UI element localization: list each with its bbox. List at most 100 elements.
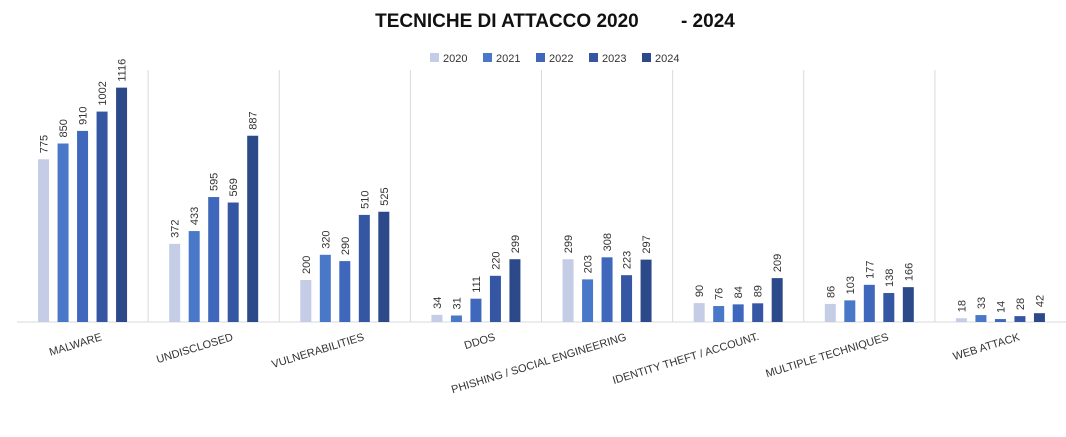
value-label: 525 — [379, 187, 391, 205]
bar — [601, 257, 613, 322]
value-label: 297 — [641, 235, 653, 253]
value-label: 910 — [78, 107, 90, 125]
value-label: 203 — [583, 255, 595, 273]
x-tick-label: VULNERABILITIES — [270, 331, 365, 371]
value-label: 850 — [58, 119, 70, 137]
value-label: 103 — [845, 276, 857, 294]
value-label: 34 — [432, 297, 444, 309]
bar — [57, 143, 69, 322]
legend-swatch — [536, 53, 545, 62]
bar — [116, 87, 128, 322]
value-label: 86 — [825, 286, 837, 298]
x-tick-label: DDOS — [463, 331, 497, 352]
legend-label: 2020 — [443, 53, 467, 65]
bar — [752, 303, 764, 322]
legend-swatch — [483, 53, 492, 62]
bar — [470, 298, 482, 322]
bar — [994, 319, 1006, 322]
bar — [955, 318, 967, 322]
legend-swatch — [430, 53, 439, 62]
value-label: 1002 — [97, 81, 109, 105]
bar — [509, 259, 521, 322]
bar — [169, 243, 181, 322]
value-label: 1116 — [117, 59, 129, 82]
value-label: 28 — [1015, 298, 1027, 310]
value-label: 177 — [864, 260, 876, 278]
bar — [378, 211, 390, 322]
bar — [208, 197, 220, 322]
value-label: 299 — [563, 235, 575, 253]
value-label: 90 — [694, 285, 706, 297]
x-tick-label: IDENTITY THEFT / ACCOUNT — [611, 331, 759, 387]
x-tick-label: UNDISCLOSED — [155, 331, 235, 366]
value-label: 595 — [209, 173, 221, 191]
bar — [582, 279, 594, 322]
bar — [824, 303, 836, 322]
bar — [489, 275, 501, 322]
chart-title: TECNICHE DI ATTACCO 2020 - 2024 — [375, 11, 735, 32]
bar — [1033, 313, 1045, 322]
bar — [319, 254, 331, 322]
value-label: 89 — [753, 285, 765, 297]
bar — [450, 315, 462, 322]
x-tick-label: MULTIPLE TECHNIQUES — [764, 331, 890, 380]
value-label: 84 — [733, 286, 745, 298]
bar — [975, 315, 987, 322]
legend-swatch — [589, 53, 598, 62]
bar — [713, 306, 725, 322]
legend-label: 2023 — [602, 53, 626, 65]
value-label: 372 — [170, 220, 182, 238]
annotation: ... — [750, 331, 759, 343]
bar — [844, 300, 856, 322]
legend-swatch — [642, 53, 651, 62]
bar — [339, 261, 351, 322]
value-label: 18 — [956, 300, 968, 312]
value-label: 76 — [714, 288, 726, 300]
value-label: 111 — [471, 276, 483, 293]
value-label: 220 — [490, 251, 502, 269]
bar — [38, 159, 50, 322]
value-label: 200 — [301, 256, 313, 274]
value-label: 320 — [320, 230, 332, 248]
value-label: 138 — [884, 269, 896, 287]
x-tick-label: WEB ATTACK — [952, 331, 1022, 363]
value-label: 42 — [1034, 295, 1046, 307]
x-tick-label: MALWARE — [48, 331, 104, 358]
bar — [693, 303, 705, 322]
bar — [771, 278, 783, 322]
value-label: 433 — [189, 207, 201, 225]
value-label: 510 — [359, 191, 371, 209]
bar — [562, 259, 574, 322]
bar — [227, 202, 239, 322]
legend-label: 2024 — [655, 53, 679, 65]
bar — [188, 231, 200, 322]
bar — [300, 280, 312, 322]
bar — [863, 284, 875, 322]
bar — [358, 214, 370, 322]
bar — [247, 135, 259, 322]
value-label: 223 — [622, 251, 634, 269]
value-label: 14 — [995, 301, 1007, 313]
value-label: 290 — [340, 237, 352, 255]
value-label: 209 — [772, 254, 784, 272]
bar — [640, 259, 652, 322]
bar — [883, 293, 895, 322]
value-label: 569 — [228, 178, 240, 196]
bar — [902, 287, 914, 322]
bar — [1014, 316, 1026, 322]
bar — [732, 304, 744, 322]
value-label: 775 — [39, 135, 51, 153]
bar — [96, 111, 108, 322]
value-label: 166 — [903, 263, 915, 281]
legend-label: 2022 — [549, 53, 573, 65]
bar — [77, 130, 89, 322]
value-label: 887 — [248, 111, 260, 129]
bar — [431, 314, 443, 322]
value-label: 299 — [510, 235, 522, 253]
value-label: 308 — [602, 233, 614, 251]
legend-label: 2021 — [496, 53, 520, 65]
bar — [621, 275, 633, 322]
value-label: 31 — [451, 297, 463, 309]
